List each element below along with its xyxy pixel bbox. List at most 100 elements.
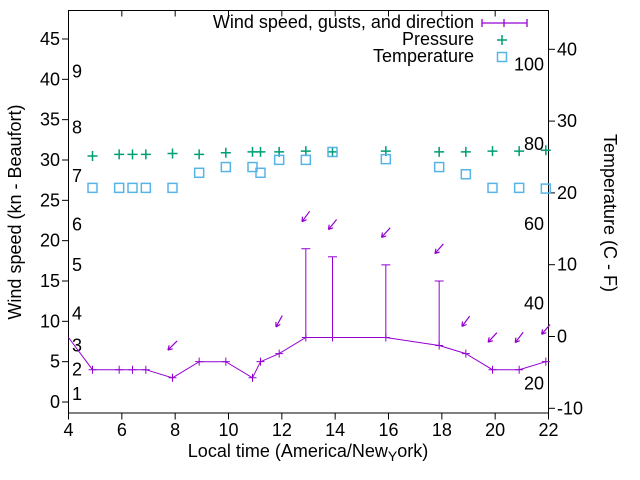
wind-marker bbox=[221, 357, 230, 366]
wind-marker bbox=[141, 365, 150, 374]
pressure-marker bbox=[327, 146, 338, 157]
x-axis-label: Local time (America/NewYork) bbox=[106, 441, 510, 465]
temperature-marker bbox=[300, 154, 312, 166]
y-right-tick-label: 40 bbox=[557, 39, 577, 59]
temperature-marker bbox=[140, 182, 152, 194]
temperature-marker bbox=[327, 146, 338, 158]
wind-marker bbox=[541, 357, 550, 366]
wind-direction-arrow bbox=[514, 331, 524, 344]
wind-marker bbox=[115, 365, 124, 374]
fahrenheit-label: 20 bbox=[524, 373, 544, 393]
wind-direction-arrow bbox=[275, 315, 283, 328]
wind-direction-arrow bbox=[487, 332, 498, 343]
y-right-tick-label: 20 bbox=[557, 183, 577, 203]
x-tick-label: 16 bbox=[378, 420, 398, 440]
x-tick-label: 10 bbox=[218, 420, 238, 440]
fahrenheit-label: 100 bbox=[514, 54, 544, 74]
pressure-marker bbox=[127, 149, 138, 160]
temperature-marker bbox=[127, 182, 138, 194]
x-tick-label: 8 bbox=[170, 420, 180, 440]
temperature-marker bbox=[220, 161, 232, 173]
wind-marker bbox=[168, 373, 177, 382]
pressure-marker bbox=[87, 150, 98, 161]
temperature-marker bbox=[167, 182, 178, 194]
temperature-marker bbox=[540, 183, 552, 194]
temperature-square-icon bbox=[480, 49, 536, 65]
pressure-marker bbox=[194, 149, 205, 160]
y-right-tick-label: 10 bbox=[557, 255, 577, 275]
beaufort-label: 3 bbox=[72, 336, 82, 356]
pressure-marker bbox=[114, 149, 125, 160]
chart-legend: Wind speed, gusts, and direction Pressur… bbox=[176, 12, 536, 66]
beaufort-label: 7 bbox=[72, 166, 82, 186]
pressure-marker bbox=[460, 146, 471, 157]
beaufort-label: 8 bbox=[72, 118, 82, 138]
beaufort-label: 4 bbox=[72, 303, 82, 323]
temperature-marker bbox=[513, 182, 525, 194]
temperature-marker bbox=[113, 182, 125, 194]
wind-marker bbox=[515, 365, 524, 374]
y-left-tick-label: 45 bbox=[40, 29, 60, 49]
x-tick-label: 4 bbox=[63, 420, 73, 440]
pressure-marker bbox=[167, 148, 178, 159]
wind-marker bbox=[488, 365, 497, 374]
legend-row-pressure: Pressure bbox=[176, 29, 536, 49]
wind-direction-arrow bbox=[167, 340, 178, 351]
x-tick-label: 22 bbox=[538, 420, 558, 440]
x-tick-label: 20 bbox=[485, 420, 505, 440]
fahrenheit-label: 80 bbox=[524, 134, 544, 154]
temperature-marker bbox=[433, 161, 445, 173]
y-left-tick-label: 30 bbox=[40, 150, 60, 170]
legend-row-temperature: Temperature bbox=[176, 46, 536, 66]
wind-marker bbox=[256, 357, 265, 366]
y-right-tick-label: -10 bbox=[557, 398, 583, 418]
legend-label-pressure: Pressure bbox=[401, 29, 474, 49]
pressure-marker bbox=[255, 146, 266, 157]
x-tick-label: 6 bbox=[117, 420, 127, 440]
wind-marker bbox=[195, 357, 204, 366]
beaufort-label: 2 bbox=[72, 360, 82, 380]
y-axis-label-right: Temperature (C - F) bbox=[600, 133, 620, 293]
wind-marker bbox=[128, 365, 137, 374]
y-axis-label-left: Wind speed (kn - Beaufort) bbox=[5, 104, 25, 320]
y-right-tick-label: 30 bbox=[557, 111, 577, 131]
fahrenheit-label: 40 bbox=[524, 294, 544, 314]
wind-marker bbox=[248, 373, 257, 382]
y-left-tick-label: 10 bbox=[40, 311, 60, 331]
beaufort-label: 5 bbox=[72, 255, 82, 275]
wind-direction-arrow bbox=[461, 315, 471, 328]
beaufort-label: 6 bbox=[72, 215, 82, 235]
x-tick-label: 14 bbox=[325, 420, 345, 440]
x-axis-label-text: Local time (America/New bbox=[187, 441, 388, 461]
y-left-tick-label: 40 bbox=[40, 69, 60, 89]
temperature-marker bbox=[487, 182, 498, 194]
temperature-marker bbox=[247, 161, 258, 173]
temperature-marker bbox=[193, 167, 205, 179]
x-tick-label: 12 bbox=[272, 420, 292, 440]
wind-direction-arrow bbox=[380, 227, 391, 238]
temperature-marker bbox=[255, 167, 266, 179]
legend-row-wind: Wind speed, gusts, and direction bbox=[176, 12, 536, 32]
legend-label-wind: Wind speed, gusts, and direction bbox=[212, 12, 474, 32]
wind-direction-arrow bbox=[327, 219, 338, 231]
y-left-tick-label: 25 bbox=[40, 190, 60, 210]
pressure-marker bbox=[434, 146, 445, 157]
temperature-marker bbox=[273, 154, 285, 166]
pressure-marker bbox=[220, 147, 231, 158]
y-left-tick-label: 0 bbox=[50, 392, 60, 412]
wind-marker bbox=[88, 365, 97, 374]
pressure-plus-icon bbox=[480, 32, 536, 48]
pressure-marker bbox=[140, 149, 151, 160]
wind-direction-arrow bbox=[301, 210, 311, 223]
pressure-marker bbox=[300, 146, 311, 157]
x-axis-label-suffix: ork) bbox=[397, 441, 429, 461]
wind-direction-arrow bbox=[541, 324, 551, 335]
x-axis-label-subscript: Y bbox=[387, 448, 398, 464]
legend-label-temperature: Temperature bbox=[372, 46, 474, 66]
wind-marker bbox=[461, 349, 470, 358]
wind-direction-arrow bbox=[434, 243, 444, 255]
y-right-tick-label: 0 bbox=[557, 327, 567, 347]
pressure-marker bbox=[514, 146, 525, 157]
temperature-marker bbox=[380, 153, 392, 165]
